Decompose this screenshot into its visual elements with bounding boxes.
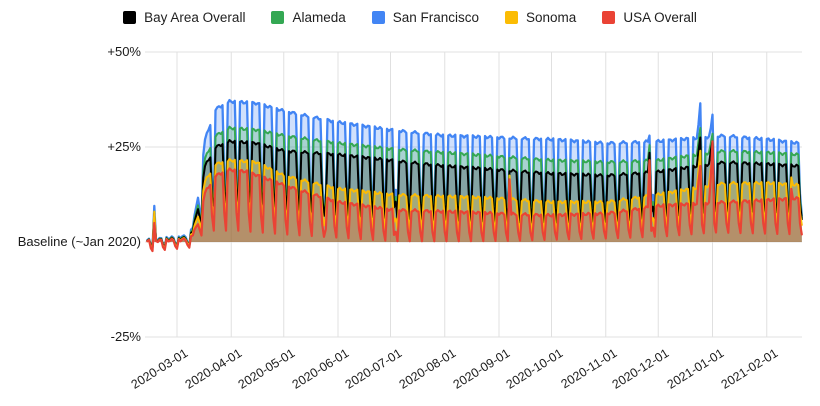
legend-swatch-sonoma-icon xyxy=(505,11,519,24)
legend-swatch-san-francisco-icon xyxy=(371,11,385,24)
series-area-usa-overall xyxy=(147,141,802,251)
series-line-sonoma xyxy=(146,149,803,251)
legend-swatch-alameda-icon xyxy=(271,11,285,24)
legend-swatch-bay-area-overall-icon xyxy=(123,11,137,24)
legend-label: Alameda xyxy=(292,10,346,25)
series-line-usa-overall xyxy=(146,140,803,253)
legend-item-bay-area-overall[interactable]: Bay Area Overall xyxy=(123,10,245,25)
y-axis-label-plus-50: +50% xyxy=(107,44,141,59)
legend: Bay Area Overall Alameda San Francisco S… xyxy=(0,10,820,25)
legend-label: USA Overall xyxy=(623,10,697,25)
y-axis-label-baseline: Baseline (~Jan 2020) xyxy=(17,234,141,249)
legend-label: San Francisco xyxy=(392,10,480,25)
legend-item-sonoma[interactable]: Sonoma xyxy=(505,10,576,25)
legend-swatch-usa-overall-icon xyxy=(602,11,616,24)
legend-label: Sonoma xyxy=(526,10,577,25)
legend-item-san-francisco[interactable]: San Francisco xyxy=(371,10,480,25)
legend-item-usa-overall[interactable]: USA Overall xyxy=(602,10,697,25)
y-axis-label-plus-25: +25% xyxy=(107,139,141,154)
series-line-bay-area-overall xyxy=(146,136,803,249)
y-axis-label-minus-25: -25% xyxy=(110,329,141,344)
legend-item-alameda[interactable]: Alameda xyxy=(271,10,346,25)
legend-label: Bay Area Overall xyxy=(144,10,246,25)
